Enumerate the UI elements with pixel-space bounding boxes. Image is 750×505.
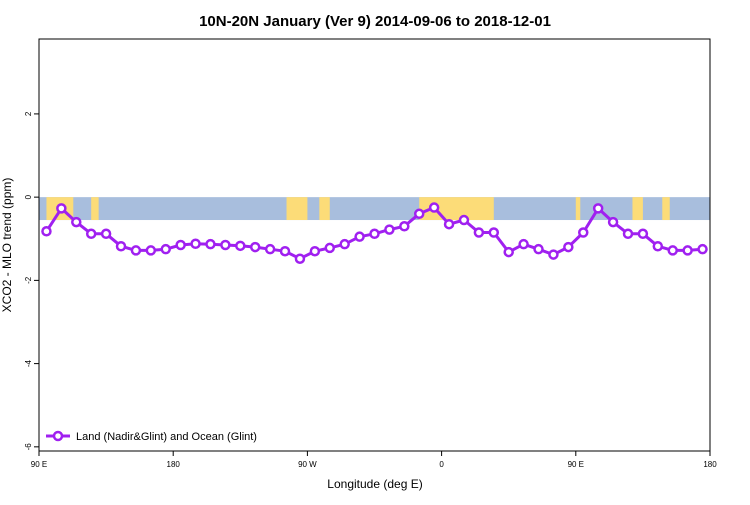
data-point: [473, 227, 485, 238]
data-point: [145, 245, 157, 256]
data-point: [667, 245, 678, 256]
land-segment: [632, 197, 643, 221]
land-segment: [662, 197, 670, 221]
data-point: [339, 238, 350, 250]
data-point: [130, 245, 142, 256]
data-point: [115, 240, 127, 252]
data-point: [592, 203, 604, 214]
chart-title: 10N-20N January (Ver 9) 2014-09-06 to 20…: [199, 13, 551, 30]
data-point: [384, 224, 395, 235]
land-segment: [91, 197, 99, 221]
y-tick-label: -4: [24, 360, 33, 368]
data-point: [369, 228, 380, 240]
data-point: [324, 242, 336, 254]
y-axis: 2 0 -2 -4 -6: [24, 111, 39, 450]
data-point: [41, 226, 52, 237]
land-segment: [575, 197, 581, 221]
x-axis-label: Longitude (deg E): [327, 477, 422, 491]
data-point: [413, 208, 425, 220]
data-point: [622, 228, 634, 240]
y-tick-label: 0: [24, 194, 33, 199]
data-point: [428, 202, 440, 213]
data-point: [682, 245, 693, 256]
data-point: [85, 228, 97, 240]
data-point: [518, 238, 529, 250]
ocean-band: [39, 197, 710, 221]
data-point: [443, 218, 455, 230]
data-point: [533, 243, 544, 255]
x-tick-label: 90 W: [298, 460, 317, 469]
data-point: [279, 245, 291, 257]
data-point: [488, 227, 500, 238]
y-tick-label: 2: [24, 111, 33, 116]
data-point: [399, 221, 410, 232]
x-tick-label: 0: [439, 460, 444, 469]
data-point: [697, 243, 708, 255]
plot-frame: [38, 38, 711, 452]
data-point: [100, 228, 112, 240]
data-point: [160, 243, 171, 255]
land-segment: [286, 197, 308, 221]
data-point: [294, 253, 306, 264]
data-point: [56, 203, 67, 214]
legend-label: Land (Nadir&Glint) and Ocean (Glint): [76, 431, 257, 443]
y-tick-label: -2: [24, 276, 33, 284]
data-point: [175, 239, 186, 251]
data-point: [235, 240, 246, 252]
data-point: [309, 245, 321, 257]
data-point: [578, 227, 589, 238]
y-tick-label: -6: [24, 443, 33, 451]
x-tick-label: 180: [703, 460, 717, 469]
legend: Land (Nadir&Glint) and Ocean (Glint): [46, 430, 257, 443]
data-point: [637, 228, 649, 240]
y-axis-label: XCO2 - MLO trend (ppm): [0, 178, 14, 313]
x-tick-label: 180: [167, 460, 181, 469]
land-segment: [319, 197, 330, 221]
data-point: [548, 249, 559, 260]
x-axis: 90 E 180 90 W 0 90 E 180: [31, 451, 717, 469]
data-point: [220, 239, 231, 251]
data-point: [205, 238, 216, 250]
data-point: [458, 214, 470, 226]
data-point: [503, 246, 514, 258]
data-point: [190, 238, 201, 250]
data-point: [249, 241, 261, 253]
data-point: [354, 231, 365, 242]
land-segment: [419, 197, 494, 221]
data-point: [71, 216, 82, 228]
series-layer: [41, 202, 708, 264]
data-point: [563, 241, 574, 253]
data-point: [652, 240, 664, 252]
map-band: [39, 197, 710, 221]
data-point: [264, 243, 276, 255]
legend-marker: [52, 430, 64, 442]
x-tick-label: 90 E: [568, 460, 584, 469]
data-point: [607, 216, 619, 228]
x-tick-label: 90 E: [31, 460, 47, 469]
